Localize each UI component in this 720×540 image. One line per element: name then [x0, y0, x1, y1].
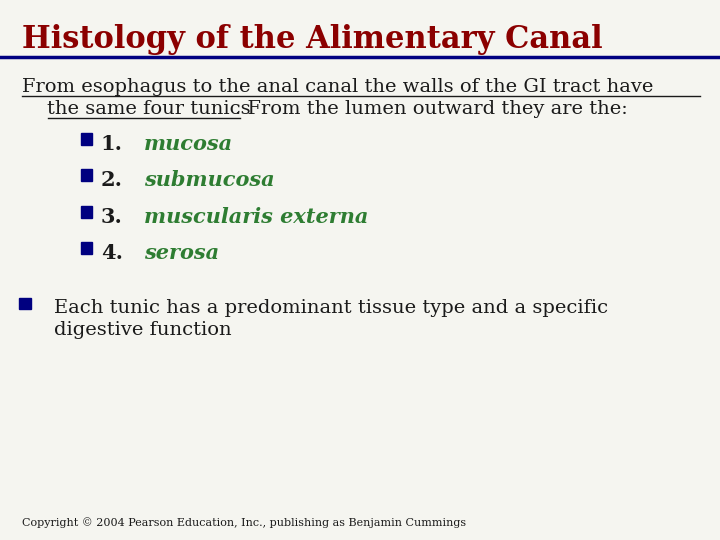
Text: 4.: 4. [101, 243, 123, 263]
Text: Copyright © 2004 Pearson Education, Inc., publishing as Benjamin Cummings: Copyright © 2004 Pearson Education, Inc.… [22, 517, 466, 528]
FancyBboxPatch shape [19, 298, 31, 309]
Text: . From the lumen outward they are the:: . From the lumen outward they are the: [235, 100, 627, 118]
FancyBboxPatch shape [81, 206, 92, 218]
FancyBboxPatch shape [81, 242, 92, 254]
Text: mucosa: mucosa [144, 134, 233, 154]
Text: muscularis externa: muscularis externa [144, 207, 369, 227]
Text: serosa: serosa [144, 243, 219, 263]
FancyBboxPatch shape [81, 169, 92, 181]
FancyBboxPatch shape [81, 133, 92, 145]
Text: 1.: 1. [101, 134, 123, 154]
Text: submucosa: submucosa [144, 170, 274, 190]
Text: Histology of the Alimentary Canal: Histology of the Alimentary Canal [22, 24, 602, 55]
Text: digestive function: digestive function [54, 321, 232, 339]
Text: 2.: 2. [101, 170, 123, 190]
Text: 3.: 3. [101, 207, 122, 227]
Text: Each tunic has a predominant tissue type and a specific: Each tunic has a predominant tissue type… [54, 299, 608, 316]
Text: From esophagus to the anal canal the walls of the GI tract have: From esophagus to the anal canal the wal… [22, 78, 653, 96]
Text: the same four tunics: the same four tunics [22, 100, 251, 118]
